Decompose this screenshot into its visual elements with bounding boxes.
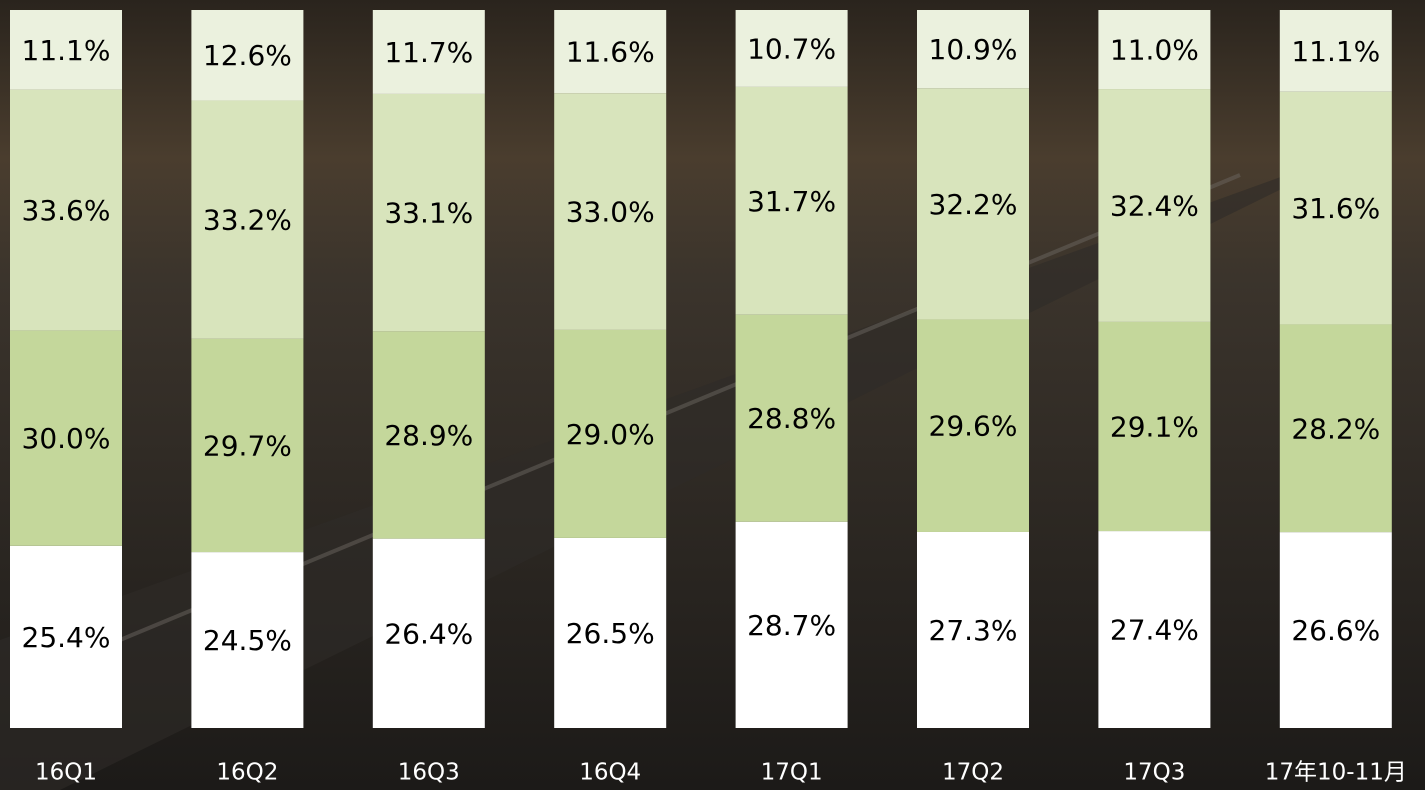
value-label: 28.2% [1291, 412, 1380, 445]
x-tick-label: 17Q1 [761, 760, 823, 786]
value-label: 10.7% [747, 32, 836, 65]
value-label: 11.7% [384, 36, 473, 69]
value-label: 33.2% [203, 204, 292, 237]
value-label: 32.2% [929, 188, 1018, 221]
value-label: 32.4% [1110, 189, 1199, 222]
value-label: 28.8% [747, 402, 836, 435]
chart: 25.4% 30.0% 33.6% 11.1% 16Q1 24.5% 29.7% 33.2% 1… [0, 0, 1425, 790]
value-label: 31.6% [1291, 192, 1380, 225]
value-label: 11.1% [1291, 35, 1380, 68]
x-tick-label: 17年10-11月 [1265, 760, 1407, 786]
x-tick-label: 16Q2 [216, 760, 278, 786]
value-label: 11.0% [1110, 34, 1199, 67]
value-label: 27.4% [1110, 614, 1199, 647]
value-label: 26.5% [566, 617, 655, 650]
value-label: 25.4% [22, 621, 111, 654]
page: 25.4% 30.0% 33.6% 11.1% 16Q1 24.5% 29.7% 33.2% 1… [0, 0, 1425, 790]
value-label: 26.6% [1291, 614, 1380, 647]
x-tick-label: 16Q1 [35, 760, 97, 786]
value-label: 27.3% [929, 614, 1018, 647]
value-label: 29.7% [203, 429, 292, 462]
x-tick-label: 17Q3 [1123, 760, 1185, 786]
value-label: 28.9% [384, 419, 473, 452]
value-label: 11.6% [566, 36, 655, 69]
value-label: 24.5% [203, 624, 292, 657]
value-label: 30.0% [22, 422, 111, 455]
value-label: 29.0% [566, 418, 655, 451]
x-tick-label: 16Q4 [579, 760, 641, 786]
value-label: 31.7% [747, 185, 836, 218]
value-label: 26.4% [384, 617, 473, 650]
value-label: 11.1% [22, 34, 111, 67]
value-label: 29.6% [929, 410, 1018, 443]
value-label: 10.9% [929, 33, 1018, 66]
value-label: 12.6% [203, 39, 292, 72]
value-label: 28.7% [747, 609, 836, 642]
value-label: 29.1% [1110, 410, 1199, 443]
value-label: 33.6% [22, 194, 111, 227]
x-tick-label: 17Q2 [942, 760, 1004, 786]
value-label: 33.1% [384, 197, 473, 230]
value-label: 33.0% [566, 196, 655, 229]
x-tick-label: 16Q3 [398, 760, 460, 786]
